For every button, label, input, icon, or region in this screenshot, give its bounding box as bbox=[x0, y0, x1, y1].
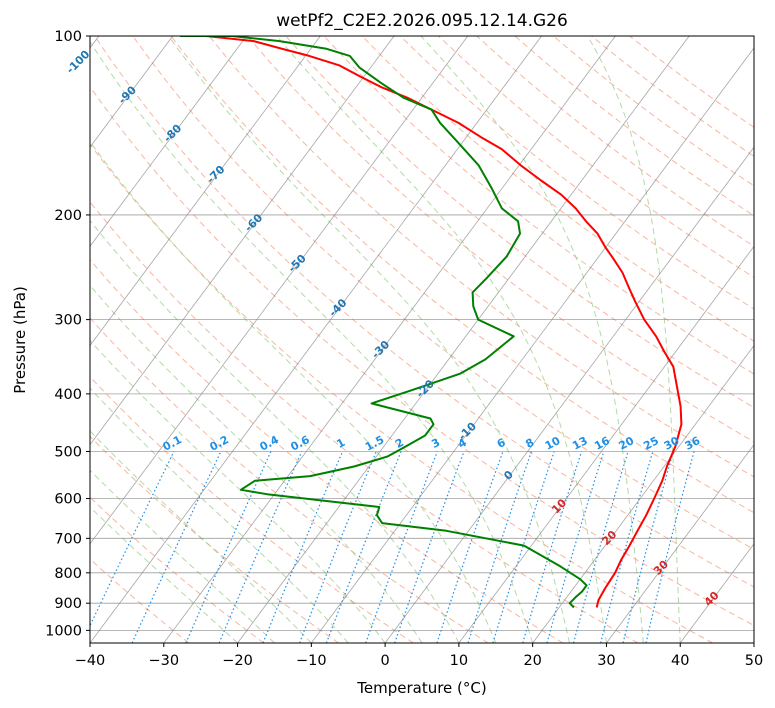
isotherm-line bbox=[753, 642, 754, 643]
isotherm-line bbox=[384, 146, 754, 643]
isotherm-line bbox=[310, 47, 754, 643]
dry-adiabat-line bbox=[323, 36, 754, 375]
moist-adiabat-line bbox=[168, 36, 571, 643]
moist-adiabat-line bbox=[420, 36, 644, 643]
y-axis-label: Pressure (hPa) bbox=[11, 286, 29, 394]
y-tick-label: 800 bbox=[54, 566, 82, 582]
moist-adiabat-line bbox=[90, 506, 238, 643]
mixing-ratio-line bbox=[600, 451, 654, 643]
plot-background bbox=[90, 36, 754, 643]
mixing-ratio-label: 36 bbox=[683, 434, 703, 453]
moist-adiabat-line bbox=[90, 387, 349, 643]
isotherm-line bbox=[90, 36, 247, 248]
x-tick-label: −40 bbox=[75, 653, 106, 669]
isotherm-line bbox=[90, 36, 321, 347]
mixing-ratio-line bbox=[572, 451, 629, 643]
mixing-ratio-label: 16 bbox=[592, 434, 612, 453]
y-tick-label: 100 bbox=[54, 29, 82, 45]
moist-adiabat-line bbox=[90, 219, 460, 643]
profile-layer bbox=[180, 36, 683, 609]
isotherm-line bbox=[606, 443, 754, 643]
isotherm-line bbox=[458, 245, 754, 643]
moist-adiabat-line bbox=[90, 469, 275, 643]
mixing-ratio-line bbox=[394, 451, 465, 643]
mixing-ratio-line bbox=[365, 451, 438, 643]
mixing-ratio-line bbox=[299, 451, 377, 643]
y-tick-label: 1000 bbox=[45, 623, 82, 639]
y-tick-label: 400 bbox=[54, 387, 82, 403]
x-tick-label: −20 bbox=[222, 653, 253, 669]
mixing-ratio-line bbox=[90, 451, 175, 628]
mixing-ratio-label: 30 bbox=[662, 434, 682, 453]
grid-layer bbox=[90, 36, 754, 643]
isotherm-line bbox=[163, 36, 616, 643]
mixing-ratio-label: 25 bbox=[641, 434, 661, 453]
y-tick-label: 700 bbox=[54, 531, 82, 547]
x-tick-label: 10 bbox=[450, 653, 468, 669]
x-tick-label: 50 bbox=[745, 653, 763, 669]
isotherm-line bbox=[90, 36, 395, 446]
dry-adiabat-line bbox=[94, 36, 754, 588]
mixing-ratio-line bbox=[436, 451, 504, 643]
mixing-ratio-label: 10 bbox=[543, 434, 563, 453]
dewpoint-profile bbox=[180, 36, 588, 609]
dry-adiabat-line bbox=[90, 376, 414, 643]
x-tick-label: −30 bbox=[148, 653, 179, 669]
dry-adiabat-line bbox=[90, 258, 564, 643]
isotherm-label: -100 bbox=[64, 48, 93, 77]
isotherm-line bbox=[532, 344, 754, 643]
y-tick-label: 600 bbox=[54, 492, 82, 508]
mixing-ratio-line bbox=[467, 451, 533, 643]
y-tick-label: 500 bbox=[54, 444, 82, 460]
y-tick-label: 200 bbox=[54, 208, 82, 224]
temperature-profile bbox=[205, 36, 683, 608]
chart-title: wetPf2_C2E2.2026.095.12.14.G26 bbox=[276, 11, 568, 31]
moist-adiabat-line bbox=[90, 284, 423, 643]
y-tick-label: 300 bbox=[54, 313, 82, 329]
mixing-ratio-line bbox=[522, 451, 583, 643]
dry-adiabat-line bbox=[90, 85, 754, 627]
mixing-ratio-label: 20 bbox=[617, 434, 637, 453]
mixing-ratio-line bbox=[218, 451, 303, 643]
dry-adiabat-line bbox=[361, 36, 754, 342]
isotherm-line bbox=[90, 36, 469, 545]
axis-ticks: −40 −30 −20 −10 0 10 20 30 40 50 100 200 300 400 500 60… bbox=[45, 29, 763, 669]
mixing-ratio-line bbox=[546, 451, 605, 643]
mixing-ratio-line bbox=[325, 451, 402, 643]
moist-adiabat-line bbox=[276, 36, 607, 643]
x-tick-label: 0 bbox=[380, 653, 389, 669]
isotherm-line bbox=[237, 36, 690, 643]
dry-adiabat-line bbox=[399, 36, 754, 310]
isotherm-line bbox=[90, 36, 542, 643]
dry-adiabat-line bbox=[90, 143, 713, 643]
dry-adiabat-line bbox=[90, 201, 639, 643]
mixing-ratio-label: 13 bbox=[570, 434, 590, 453]
x-tick-label: 40 bbox=[671, 653, 689, 669]
mixing-ratio-line bbox=[492, 451, 555, 643]
moist-adiabat-line bbox=[587, 36, 681, 643]
x-tick-label: −10 bbox=[296, 653, 327, 669]
y-tick-label: 900 bbox=[54, 596, 82, 612]
x-axis-label: Temperature (°C) bbox=[356, 679, 486, 697]
x-tick-label: 30 bbox=[597, 653, 615, 669]
mixing-ratio-line bbox=[622, 451, 674, 643]
moist-adiabat-line bbox=[90, 40, 534, 643]
mixing-ratio-line bbox=[645, 451, 695, 643]
plot-frame bbox=[89, 35, 755, 644]
isotherm-line bbox=[90, 36, 174, 148]
dry-adiabat-line bbox=[90, 435, 339, 643]
moist-adiabat-line bbox=[90, 339, 386, 643]
x-tick-label: 20 bbox=[523, 653, 541, 669]
mixing-ratio-line bbox=[262, 451, 344, 643]
dry-adiabat-line bbox=[170, 36, 754, 514]
